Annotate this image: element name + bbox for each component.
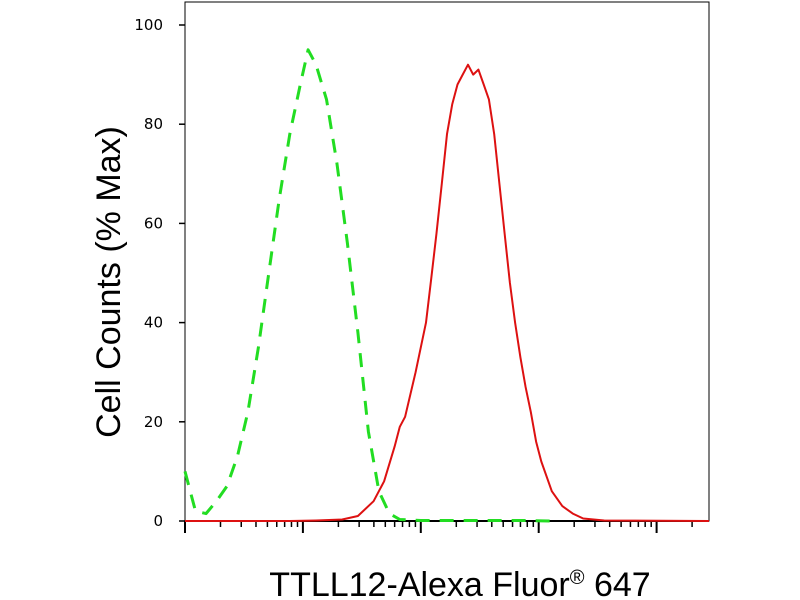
y-tick-label: 80 <box>144 115 163 133</box>
x-axis-label-main: TTLL12-Alexa Fluor <box>269 566 569 600</box>
plot-frame <box>184 1 710 522</box>
y-tick-label: 60 <box>144 214 163 232</box>
y-axis-label: Cell Counts (% Max) <box>90 126 128 438</box>
series-line-2 <box>185 63 710 522</box>
series-line-1 <box>183 48 552 523</box>
x-axis-label-superscript: ® <box>570 567 585 589</box>
y-tick-label: 20 <box>144 413 163 431</box>
y-tick-label: 100 <box>134 16 163 34</box>
y-tick-label: 40 <box>144 314 163 332</box>
y-tick-label: 0 <box>153 512 163 530</box>
x-axis-label: TTLL12-Alexa Fluor® 647 <box>269 566 650 600</box>
x-axis-label-suffix: 647 <box>585 566 651 600</box>
